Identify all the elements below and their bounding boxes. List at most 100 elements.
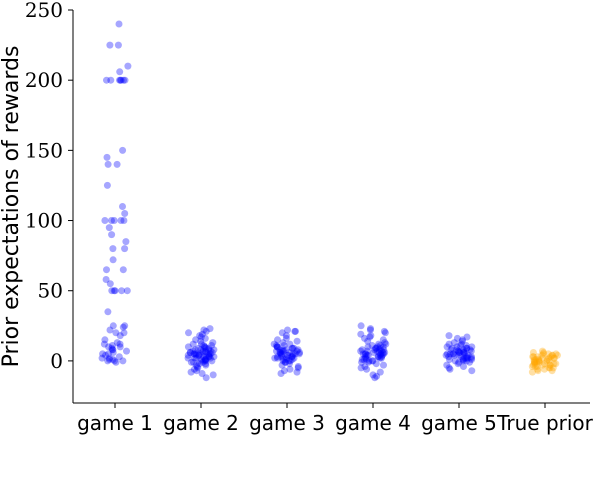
data-point	[539, 350, 547, 358]
data-point	[443, 350, 451, 358]
data-point	[462, 342, 470, 349]
data-point	[190, 350, 198, 358]
data-point	[530, 356, 538, 363]
data-point	[364, 337, 372, 345]
data-point	[459, 356, 467, 363]
data-point	[291, 350, 299, 358]
data-point	[442, 351, 450, 359]
data-point	[282, 346, 290, 354]
data-point	[184, 354, 192, 362]
data-point	[201, 357, 209, 365]
data-point	[372, 344, 380, 352]
data-point	[540, 349, 548, 356]
data-point	[190, 365, 198, 373]
data-point	[98, 354, 106, 362]
data-point	[108, 344, 116, 352]
data-point	[191, 354, 199, 362]
data-point	[124, 62, 132, 70]
data-point	[375, 349, 383, 356]
data-point	[198, 356, 206, 363]
data-point	[195, 351, 203, 359]
data-point	[365, 358, 372, 366]
data-point	[539, 347, 546, 355]
data-point	[464, 351, 472, 359]
data-point	[449, 350, 457, 358]
data-point	[288, 344, 296, 352]
data-point	[284, 351, 292, 359]
data-point	[546, 361, 554, 369]
data-point	[116, 343, 124, 351]
data-point	[192, 350, 200, 358]
data-point	[535, 358, 543, 366]
data-point	[532, 363, 539, 370]
data-point	[198, 340, 205, 348]
data-point	[101, 217, 109, 224]
data-point	[280, 367, 288, 375]
data-point	[455, 358, 463, 366]
data-point	[108, 346, 116, 354]
data-point	[100, 340, 108, 348]
data-point	[116, 340, 124, 348]
data-point	[545, 364, 553, 372]
data-point	[201, 343, 209, 351]
data-point	[112, 358, 120, 366]
data-point	[206, 347, 214, 355]
data-point	[285, 349, 293, 356]
data-point	[123, 287, 131, 295]
data-point	[371, 374, 379, 382]
data-point	[459, 357, 467, 365]
data-point	[359, 350, 367, 358]
data-point	[184, 351, 192, 359]
data-point	[273, 347, 280, 355]
data-point	[357, 322, 365, 330]
data-point	[366, 333, 374, 341]
data-point	[534, 365, 542, 373]
data-point	[115, 353, 123, 361]
data-point	[281, 358, 289, 366]
data-point	[109, 256, 117, 264]
data-point	[286, 357, 294, 365]
data-point	[279, 339, 287, 347]
data-point	[196, 350, 204, 358]
data-point	[371, 346, 379, 354]
data-point	[362, 350, 370, 358]
data-point	[109, 346, 117, 354]
data-point	[282, 356, 290, 363]
data-point	[199, 347, 207, 355]
data-point	[284, 351, 292, 359]
data-point	[373, 347, 381, 355]
data-point	[282, 332, 290, 340]
data-point	[184, 343, 192, 351]
data-point	[119, 203, 126, 210]
data-point	[105, 356, 113, 363]
data-point	[534, 353, 542, 361]
data-point	[120, 329, 128, 337]
data-point	[279, 346, 287, 354]
data-point	[276, 346, 284, 354]
data-point	[532, 356, 540, 363]
data-point	[206, 350, 214, 358]
data-point	[201, 343, 209, 351]
x-tick-label: game 5	[421, 411, 497, 435]
data-point	[120, 217, 128, 224]
x-tick-label: True prior	[496, 411, 594, 435]
data-point	[372, 344, 380, 352]
x-axis-ticks: game 1 game 2 game 3 game 4 game 5 True prior	[77, 403, 594, 435]
data-point	[364, 347, 371, 355]
data-point	[289, 344, 296, 352]
data-point	[199, 358, 207, 366]
data-point	[205, 346, 213, 354]
data-point	[549, 364, 557, 372]
data-point	[530, 353, 537, 361]
data-point	[466, 346, 474, 354]
data-point	[358, 358, 366, 366]
x-tick-label: game 1	[77, 411, 153, 435]
data-point	[364, 343, 372, 351]
data-point	[546, 361, 554, 369]
data-point	[108, 287, 116, 295]
y-axis-label: Prior expectations of rewards	[0, 46, 24, 368]
data-point	[443, 343, 451, 351]
data-point	[205, 344, 213, 352]
